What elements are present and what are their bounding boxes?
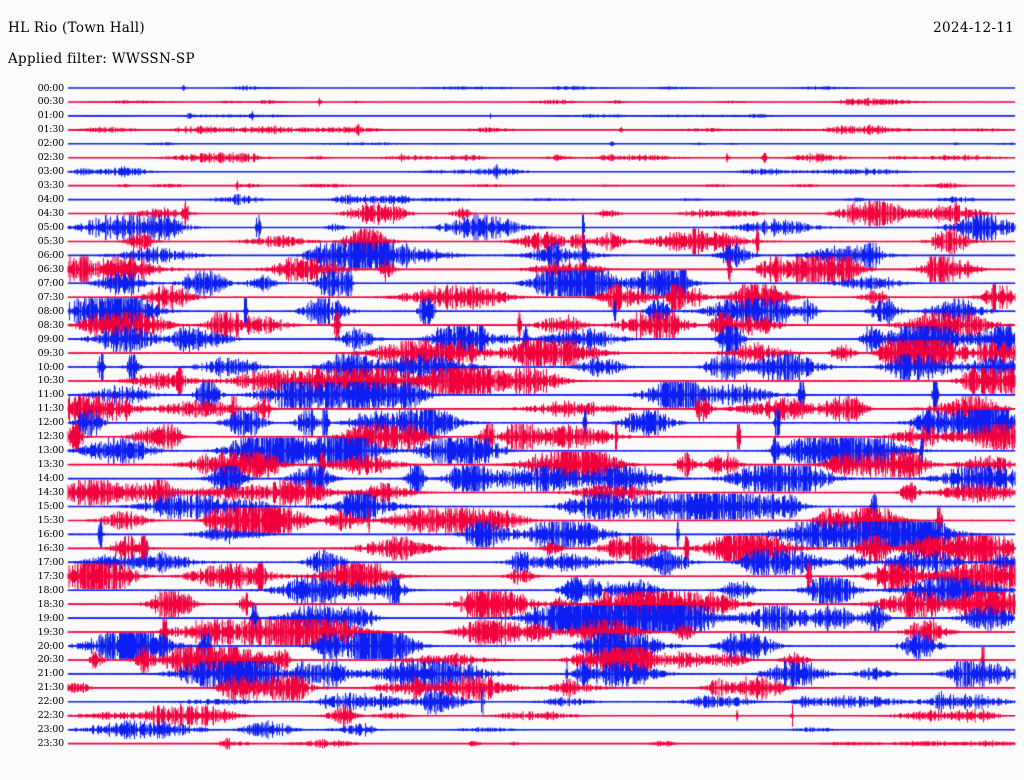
time-label: 10:00	[37, 361, 65, 373]
time-label: 22:30	[37, 710, 65, 722]
time-label: 19:30	[37, 626, 65, 638]
time-label: 21:30	[37, 682, 65, 694]
time-label: 08:00	[37, 305, 65, 317]
time-label: 14:00	[37, 473, 65, 485]
time-label: 10:30	[37, 375, 65, 387]
time-label: 05:00	[37, 222, 65, 233]
time-label: 00:30	[37, 96, 65, 108]
time-label: 08:30	[37, 319, 65, 331]
time-label: 00:00	[37, 82, 65, 94]
time-label: 18:00	[37, 584, 65, 596]
page-title: HL Rio (Town Hall)	[8, 20, 145, 36]
time-label: 17:00	[37, 556, 65, 568]
time-label: 20:30	[37, 654, 65, 666]
time-label: 12:30	[37, 431, 65, 443]
seismic-trace-canvas	[0, 82, 1024, 774]
time-label: 12:00	[37, 417, 65, 429]
time-label: 14:30	[37, 487, 65, 499]
time-label: 03:00	[37, 166, 65, 178]
time-label: 15:30	[37, 514, 65, 526]
time-label: 15:00	[37, 501, 65, 512]
time-label: 02:00	[37, 138, 65, 150]
time-label: 21:00	[37, 668, 65, 680]
time-label: 23:00	[37, 724, 65, 736]
time-label: 19:00	[37, 612, 65, 624]
time-label: 23:30	[37, 738, 65, 750]
time-label: 17:30	[37, 570, 65, 582]
time-label: 16:00	[37, 528, 65, 540]
time-label: 18:30	[37, 598, 65, 610]
time-label: 04:30	[37, 208, 65, 220]
time-label: 13:00	[37, 445, 65, 457]
time-label: 02:30	[37, 152, 65, 164]
time-label: 01:00	[37, 110, 65, 122]
time-label: 11:00	[37, 389, 65, 401]
time-label: 16:30	[37, 542, 65, 554]
record-date: 2024-12-11	[933, 20, 1014, 36]
time-label: 06:30	[37, 263, 65, 275]
time-label: 11:30	[37, 403, 65, 415]
time-label: 04:00	[37, 194, 65, 206]
time-label: 09:30	[37, 347, 65, 359]
time-label: 03:30	[37, 180, 65, 192]
time-label: 01:30	[37, 124, 65, 136]
time-label: 22:00	[37, 696, 65, 708]
time-label: 13:30	[37, 459, 65, 471]
time-label: 05:30	[37, 235, 65, 247]
time-label: 07:30	[37, 291, 65, 303]
time-label: 20:00	[37, 640, 65, 652]
time-label: 06:00	[37, 249, 65, 261]
helicorder-plot: 00:00 00:30 01:00 01:30 02:00 02:30 03:00 03:30…	[0, 82, 1024, 774]
time-label: 07:00	[37, 277, 65, 289]
time-label: 09:00	[37, 333, 65, 345]
applied-filter-label: Applied filter: WWSSN-SP	[8, 51, 195, 67]
